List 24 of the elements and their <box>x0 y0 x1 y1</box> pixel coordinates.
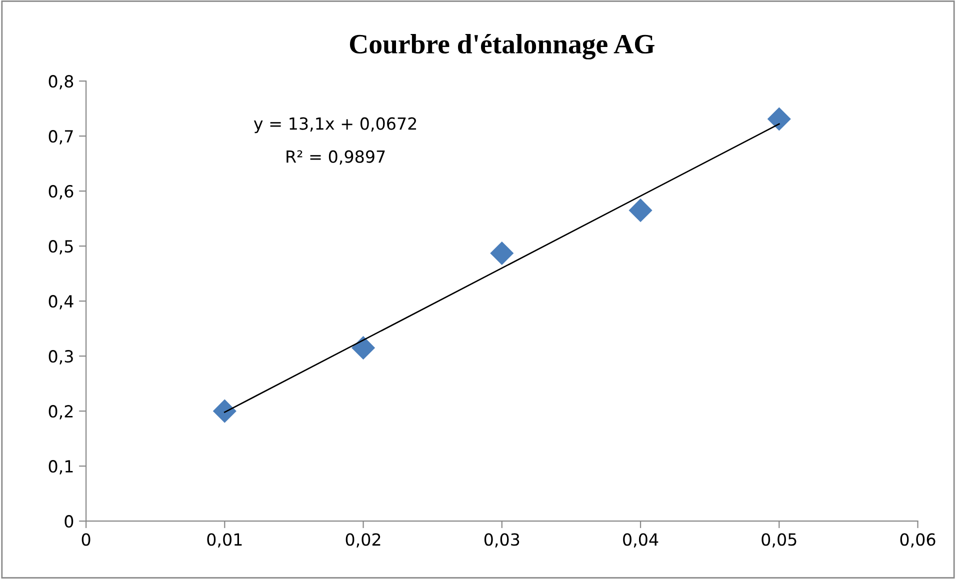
x-tick-label: 0 <box>82 533 90 546</box>
x-tick-label: 0,02 <box>346 533 380 548</box>
point <box>490 242 514 265</box>
x-tick-label: 0,06 <box>900 533 936 548</box>
y-tick-label: 0,1 <box>48 460 73 474</box>
point <box>629 198 652 222</box>
y-tick-label: 0,8 <box>48 75 74 90</box>
x-tick-label: 0,03 <box>484 533 520 548</box>
x-tick-label: 0,05 <box>762 533 796 548</box>
y-tick-label: 0,5 <box>48 240 73 254</box>
y-tick-label: 0,4 <box>48 295 74 310</box>
x-tick-label: 0,04 <box>623 533 658 548</box>
annotation: y = 13,1x + 0,0672 <box>254 117 416 134</box>
point <box>213 400 236 423</box>
y-tick-label: 0,6 <box>48 185 74 200</box>
y-tick-label: 0,3 <box>48 350 73 364</box>
annotation: R² = 0,9897 <box>286 150 385 165</box>
x-tick-label: 0,01 <box>207 533 242 548</box>
y-tick-label: 0,2 <box>48 405 73 420</box>
y-tick-label: 0 <box>64 515 74 528</box>
chart-title: Courbre d'étalonnage AG <box>350 34 654 60</box>
point <box>352 336 375 360</box>
point <box>768 108 791 131</box>
y-tick-label: 0,7 <box>48 130 73 144</box>
